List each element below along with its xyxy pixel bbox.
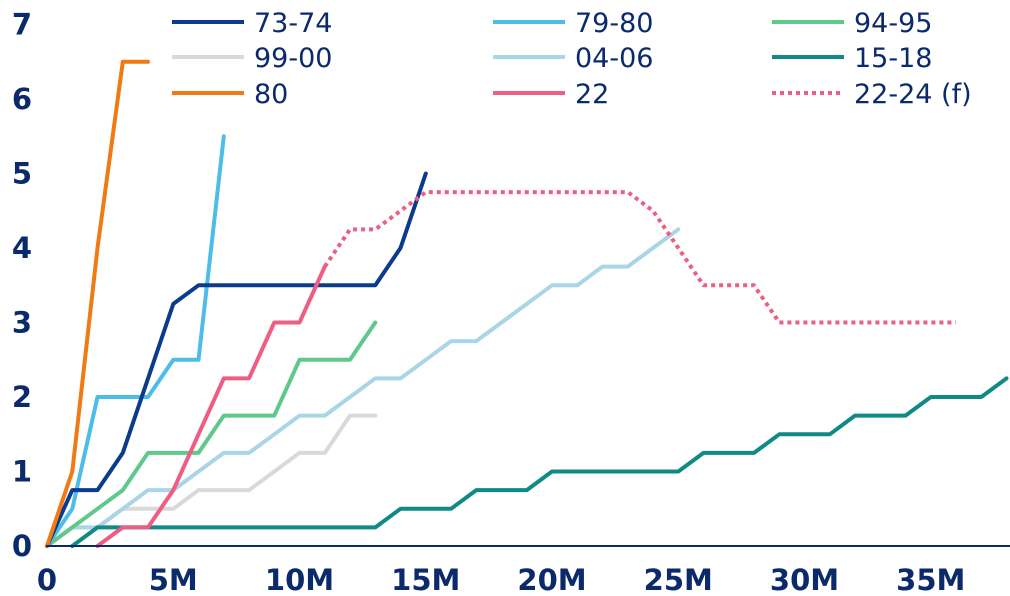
x-tick-label: 30M	[770, 563, 839, 596]
legend-label-04-06: 04-06	[575, 43, 653, 74]
x-tick-label: 5M	[149, 563, 198, 596]
y-tick-label: 6	[12, 82, 32, 116]
y-tick-label: 7	[12, 8, 32, 42]
y-tick-label: 5	[12, 157, 32, 191]
legend-label-99-00: 99-00	[254, 43, 332, 74]
y-tick-label: 0	[12, 529, 32, 563]
x-axis-ticks: 0 5M 10M 15M 20M 25M 30M 35M	[37, 563, 965, 596]
y-tick-label: 2	[12, 380, 32, 414]
legend-label-73-74: 73-74	[254, 8, 332, 39]
x-tick-label: 20M	[517, 563, 586, 596]
x-tick-label: 35M	[896, 563, 965, 596]
y-axis-ticks: 0 1 2 3 4 5 6 7	[12, 8, 32, 564]
series-line-15-18	[70, 376, 1009, 548]
legend-label-80: 80	[254, 79, 288, 110]
series-line-80	[45, 59, 150, 548]
legend-label-22: 22	[575, 79, 609, 110]
x-tick-label: 25M	[644, 563, 713, 596]
series-line-22	[95, 264, 327, 548]
legend: 73-74 79-80 94-95 99-00 04-06 15-18 80 22 22-24 …	[172, 8, 972, 110]
y-tick-label: 1	[12, 455, 32, 489]
legend-label-94-95: 94-95	[854, 8, 932, 39]
series-line-04-06	[45, 227, 681, 548]
legend-label-15-18: 15-18	[854, 43, 932, 74]
series-line-79-80	[45, 134, 226, 548]
y-tick-label: 4	[12, 231, 32, 265]
series-line-73-74	[45, 171, 428, 548]
series-layer	[45, 59, 1009, 548]
series-line-94-95	[45, 320, 378, 548]
x-tick-label: 10M	[265, 563, 334, 596]
legend-label-22-24-f: 22-24 (f)	[854, 79, 972, 110]
x-tick-label: 0	[37, 563, 57, 596]
y-tick-label: 3	[12, 306, 32, 340]
x-tick-label: 15M	[391, 563, 460, 596]
legend-label-79-80: 79-80	[575, 8, 653, 39]
series-line-22-24-f	[323, 190, 956, 325]
